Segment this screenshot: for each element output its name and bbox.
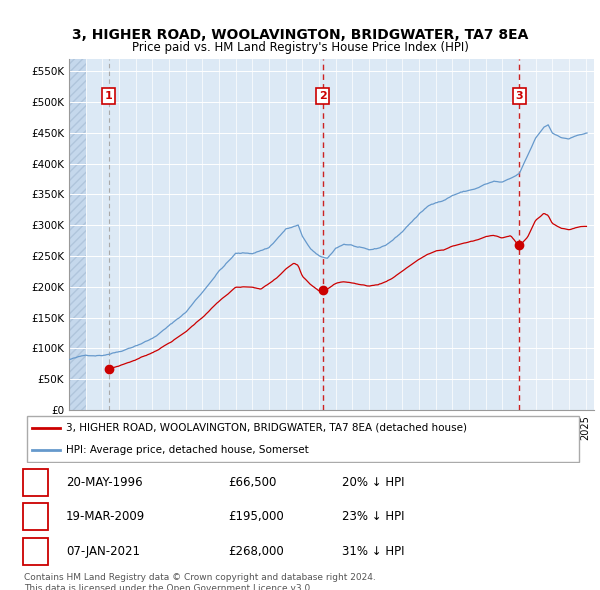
Text: 3, HIGHER ROAD, WOOLAVINGTON, BRIDGWATER, TA7 8EA: 3, HIGHER ROAD, WOOLAVINGTON, BRIDGWATER… [72, 28, 528, 42]
Text: 3: 3 [515, 91, 523, 101]
Text: Price paid vs. HM Land Registry's House Price Index (HPI): Price paid vs. HM Land Registry's House … [131, 41, 469, 54]
Text: 31% ↓ HPI: 31% ↓ HPI [342, 545, 404, 558]
Text: 07-JAN-2021: 07-JAN-2021 [66, 545, 140, 558]
Text: 3: 3 [31, 545, 40, 558]
Text: 2: 2 [319, 91, 326, 101]
Text: 23% ↓ HPI: 23% ↓ HPI [342, 510, 404, 523]
Text: 3, HIGHER ROAD, WOOLAVINGTON, BRIDGWATER, TA7 8EA (detached house): 3, HIGHER ROAD, WOOLAVINGTON, BRIDGWATER… [66, 423, 467, 433]
Bar [69, 59, 86, 410]
Text: 1: 1 [31, 476, 40, 489]
Text: £66,500: £66,500 [228, 476, 277, 489]
Text: 1: 1 [105, 91, 113, 101]
Text: Contains HM Land Registry data © Crown copyright and database right 2024.
This d: Contains HM Land Registry data © Crown c… [24, 573, 376, 590]
Text: 20% ↓ HPI: 20% ↓ HPI [342, 476, 404, 489]
Bar [69, 59, 86, 410]
Text: 20-MAY-1996: 20-MAY-1996 [66, 476, 143, 489]
Text: £195,000: £195,000 [228, 510, 284, 523]
Text: 19-MAR-2009: 19-MAR-2009 [66, 510, 145, 523]
Text: 2: 2 [31, 510, 40, 523]
Text: HPI: Average price, detached house, Somerset: HPI: Average price, detached house, Some… [66, 445, 308, 455]
Bar [520, 59, 594, 410]
FancyBboxPatch shape [27, 416, 579, 462]
Text: £268,000: £268,000 [228, 545, 284, 558]
